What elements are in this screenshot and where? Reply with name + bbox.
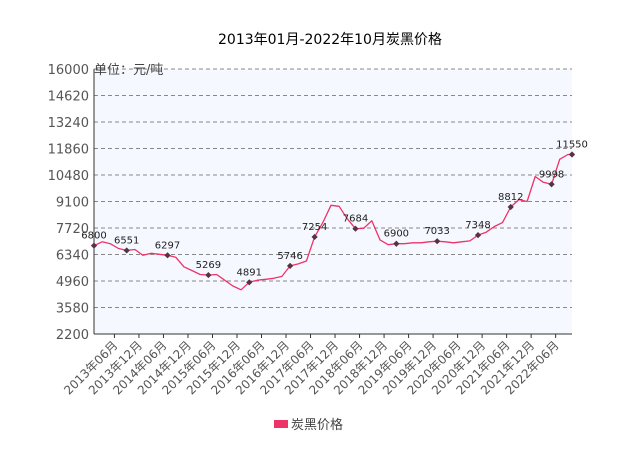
legend-label: 炭黑价格	[291, 417, 343, 433]
y-tick-label: 16000	[48, 63, 89, 78]
data-label: 7254	[302, 222, 327, 233]
data-label: 6900	[384, 229, 409, 240]
axes	[93, 69, 572, 338]
y-tick-label: 3580	[56, 302, 89, 317]
y-tick-label: 6340	[56, 249, 89, 264]
data-point-marker	[164, 252, 171, 259]
series-line	[93, 153, 572, 291]
data-label: 6297	[155, 240, 180, 251]
x-tick-labels: 2013年06月2013年12月2014年06月2014年12月2015年06月…	[61, 338, 561, 397]
data-label: 6800	[81, 231, 106, 242]
y-tick-label: 14620	[48, 90, 89, 105]
data-label: 5269	[196, 260, 221, 271]
data-point-marker	[434, 238, 441, 245]
data-label: 6551	[114, 235, 139, 246]
y-tick-labels: 2200 3580 4960 6340 7720 9100 10480 11860 13240 1…	[48, 63, 89, 343]
data-label: 11550	[556, 139, 588, 150]
data-label: 4891	[237, 267, 262, 278]
legend-swatch	[274, 420, 288, 428]
data-label-layer: 6800 6551 6297 5269 4891 5746 7254 7684 6900 7033…	[81, 139, 588, 278]
data-label: 7033	[424, 226, 449, 237]
y-tick-label: 4960	[56, 275, 89, 290]
y-tick-label: 7720	[56, 222, 89, 237]
data-label: 5746	[277, 251, 302, 262]
data-point-marker	[123, 247, 130, 254]
data-label: 7348	[465, 220, 490, 231]
grid-lines	[94, 68, 572, 308]
data-label: 8812	[498, 192, 523, 203]
y-tick-label: 2200	[56, 328, 89, 343]
unit-label: 单位：元/吨	[94, 63, 163, 78]
data-point-marker	[286, 262, 294, 270]
chart-title: 2013年01月-2022年10月炭黑价格	[218, 32, 442, 48]
data-label: 7684	[343, 214, 368, 225]
y-tick-label: 13240	[48, 116, 89, 131]
y-tick-label: 11860	[48, 143, 89, 158]
series-layer	[93, 153, 572, 291]
y-tick-label: 10480	[48, 169, 89, 184]
data-label: 9998	[539, 169, 564, 180]
legend: 炭黑价格	[274, 417, 343, 433]
y-tick-label: 9100	[56, 196, 89, 211]
data-point-marker	[393, 240, 400, 247]
